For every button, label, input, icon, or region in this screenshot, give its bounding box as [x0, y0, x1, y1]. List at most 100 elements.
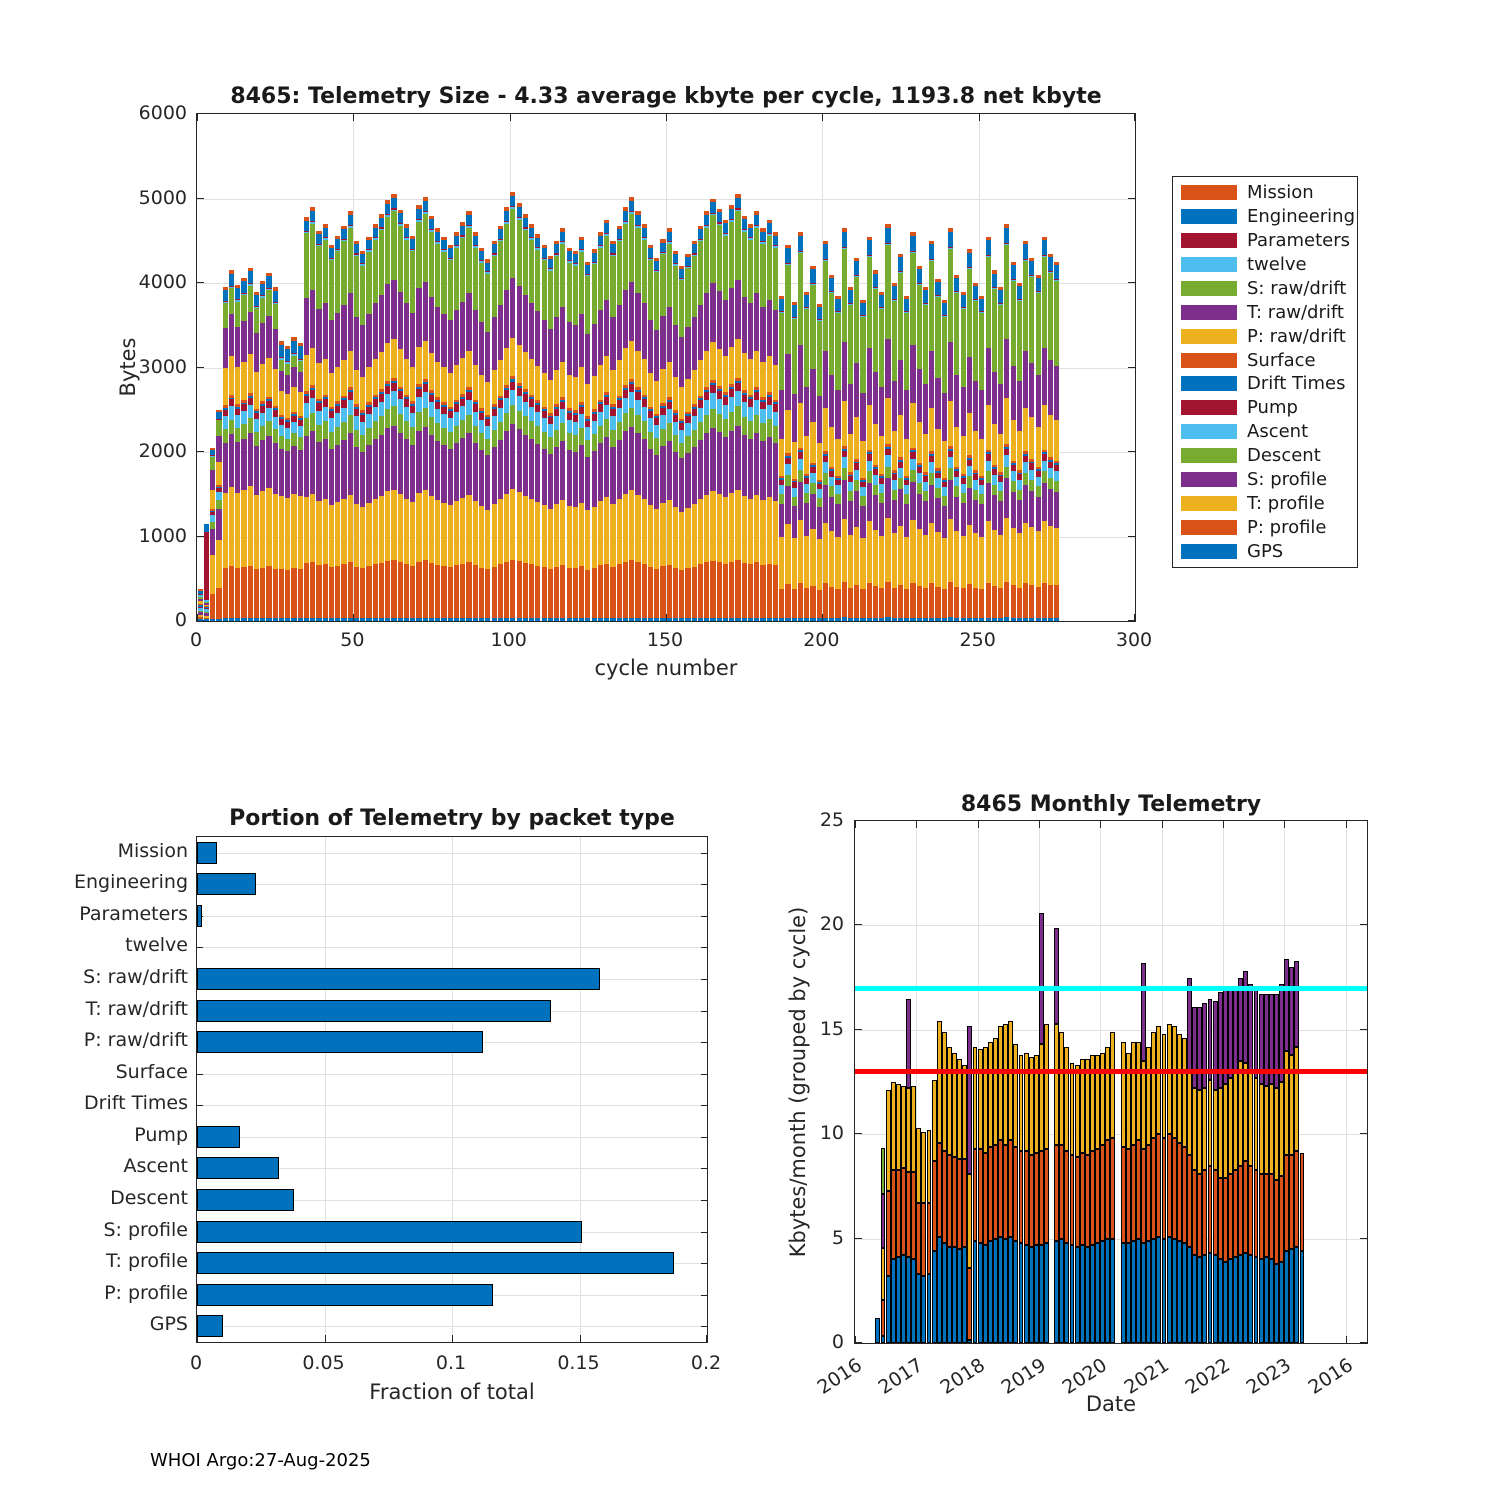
bar-segment-gps	[847, 618, 854, 621]
bar-segment-parameters	[835, 311, 841, 313]
bar-segment-p-raw-drift	[560, 361, 566, 398]
bar-segment-parameters	[754, 224, 760, 227]
stacked-bar	[904, 295, 910, 621]
bar-segment-engineering	[516, 206, 522, 217]
bar-segment-p-raw-drift	[660, 369, 666, 404]
bar-segment-t-profile	[716, 494, 722, 563]
category-label: Engineering	[74, 871, 188, 894]
bar-segment-p-profile	[604, 563, 610, 618]
monthly-segment	[1018, 1242, 1024, 1343]
bar-segment-mission	[841, 228, 847, 232]
bar-segment-parameters	[597, 245, 603, 247]
bar-segment-descent	[228, 419, 235, 435]
bar-segment-ascent	[579, 413, 585, 428]
monthly-segment	[1059, 1031, 1065, 1145]
bar-segment-s-profile	[916, 493, 922, 530]
bar-segment-mission	[991, 270, 997, 274]
bar-segment-parameters	[629, 210, 635, 213]
bar-segment-drift-times	[766, 395, 772, 398]
stacked-bar	[935, 278, 941, 621]
bar-segment-s-profile	[560, 441, 566, 500]
bar-segment-p-profile	[629, 560, 635, 618]
bar-segment-ascent	[1029, 469, 1035, 480]
bar-segment-pump	[491, 408, 497, 417]
stacked-bar	[353, 240, 360, 621]
monthly-segment	[1038, 1150, 1044, 1245]
bar-segment-descent	[897, 478, 904, 490]
bar-segment-engineering	[622, 210, 628, 221]
monthly-segment	[1227, 1259, 1233, 1343]
bar-segment-descent	[991, 484, 997, 496]
bar-segment-mission	[297, 343, 303, 347]
bar-segment-t-raw-drift	[604, 300, 610, 357]
bar-segment-gps	[666, 617, 672, 621]
bar-segment-p-profile	[973, 587, 979, 618]
bar-segment-t-raw-drift	[810, 368, 816, 422]
bar-segment-drift-times	[297, 418, 303, 421]
bar-segment-drift-times	[772, 402, 779, 405]
bar-segment-ascent	[722, 404, 729, 420]
bar-segment-drift-times	[829, 468, 835, 471]
bar-segment-parameters	[641, 237, 647, 239]
bar-segment-twelve	[391, 209, 397, 212]
bar-segment-t-raw-drift	[741, 296, 747, 354]
x-tick	[916, 821, 918, 828]
bar-segment-pump	[1004, 448, 1010, 456]
monthly-bar	[962, 1065, 968, 1343]
bar-segment-parameters	[466, 224, 472, 227]
stacked-bar	[560, 228, 566, 621]
bar-segment-p-raw-drift	[341, 360, 347, 396]
stacked-bar	[366, 236, 372, 621]
monthly-segment	[1197, 1090, 1203, 1174]
bar-segment-drift-times	[897, 459, 904, 462]
bar-segment-pump	[622, 390, 628, 398]
bar-segment-surface	[785, 453, 791, 456]
bar-segment-ascent	[916, 473, 922, 483]
bar-segment-twelve	[316, 244, 322, 247]
bar-segment-twelve	[1010, 279, 1016, 282]
bar-segment-descent	[760, 423, 766, 442]
bar-segment-s-profile	[722, 437, 729, 498]
bar-segment-p-raw-drift	[966, 412, 972, 456]
monthly-bar	[1217, 992, 1223, 1343]
monthly-segment	[1294, 960, 1300, 1047]
bar-segment-p-profile	[772, 565, 779, 618]
bar-segment-descent	[272, 429, 278, 444]
bar-segment-pump	[629, 384, 635, 393]
bar-segment-surface	[560, 397, 566, 400]
monthly-segment	[1197, 1257, 1203, 1343]
bar-segment-mission	[460, 222, 466, 226]
bar-segment-s-profile	[410, 444, 416, 503]
bar-segment-parameters	[897, 270, 904, 272]
bar-segment-ascent	[654, 425, 660, 439]
bar-segment-t-raw-drift	[235, 326, 241, 368]
monthly-bar	[926, 1130, 932, 1343]
bar-segment-twelve	[872, 287, 879, 290]
bar-segment-t-profile	[403, 498, 410, 565]
monthly-segment	[1074, 1065, 1080, 1158]
monthly-segment	[1130, 1240, 1136, 1343]
bar-segment-t-raw-drift	[985, 347, 991, 406]
bar-segment-surface	[822, 451, 829, 455]
x-tick	[1222, 821, 1224, 828]
monthly-segment	[1279, 1175, 1284, 1262]
bar-segment-p-raw-drift	[1048, 414, 1054, 458]
bar-segment-t-profile	[466, 494, 472, 563]
bar-segment-s-raw-drift	[866, 257, 872, 348]
gridline	[916, 821, 918, 1343]
stacked-bar	[266, 272, 272, 621]
monthly-segment	[885, 1090, 891, 1191]
monthly-bar	[1253, 986, 1259, 1343]
bar-segment-descent	[791, 496, 797, 507]
bar-segment-gps	[754, 617, 760, 621]
bar-segment-drift-times	[991, 467, 997, 469]
bar-segment-p-profile	[216, 587, 222, 620]
stacked-bar	[1004, 223, 1010, 621]
bar-segment-s-raw-drift	[760, 243, 766, 307]
bar-segment-ascent	[366, 413, 372, 428]
bar-segment-twelve	[510, 207, 516, 210]
bar-segment-parameters	[872, 286, 879, 288]
bar-segment-mission	[422, 196, 428, 201]
bar-segment-engineering	[935, 281, 941, 295]
bar-segment-gps	[960, 618, 966, 621]
